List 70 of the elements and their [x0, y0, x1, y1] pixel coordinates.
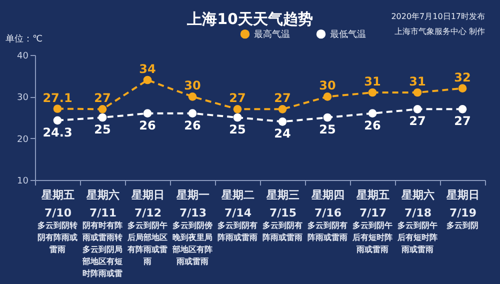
data-label: 27 — [409, 114, 426, 128]
x-tick-label: 星期四 7/16 — [310, 188, 344, 220]
data-label: 31 — [409, 74, 426, 88]
text: 多云到阴 — [446, 221, 478, 230]
x-tick-label: 星期六 7/11 — [86, 188, 120, 220]
point — [278, 104, 287, 114]
point — [233, 104, 242, 114]
y-tick-label: 40 — [17, 52, 29, 62]
x-tick-label: 星期五 7/17 — [356, 188, 390, 220]
text: 多云到阴午后有短时阵雨或雷雨 — [352, 221, 392, 254]
y-tick-label: 30 — [17, 93, 29, 104]
x-tick-label: 星期日 7/19 — [446, 188, 480, 220]
point — [143, 109, 152, 118]
data-label: 34 — [139, 62, 156, 76]
point — [278, 117, 287, 126]
text: 上海市气象服务中心 制作 — [394, 27, 485, 36]
text: 2020年7月10日17时发布 — [391, 12, 485, 21]
x-tick-label: 星期日 7/12 — [130, 188, 164, 220]
data-label: 26 — [139, 118, 156, 132]
text: 多云到阴有阵雨或雷雨 — [262, 221, 302, 242]
data-label: 30 — [184, 78, 201, 93]
data-label: 32 — [454, 70, 471, 84]
data-label: 31 — [364, 74, 381, 88]
chart-title: 上海10天天气趋势 — [186, 10, 313, 28]
data-label: 24.3 — [42, 125, 72, 140]
point — [413, 88, 422, 97]
point — [143, 76, 152, 84]
data-label: 24 — [274, 126, 291, 141]
legend-label: 最高气温 — [254, 29, 290, 40]
y-axis-title: 单位：℃ — [6, 34, 43, 44]
data-label: 27 — [94, 91, 111, 106]
data-label: 25 — [229, 122, 246, 136]
data-label: 27 — [454, 114, 471, 128]
text: 多云到阴转阴有阵雨或雷雨 — [38, 221, 78, 254]
data-label: 25 — [319, 122, 336, 136]
text: 多云到阴有阵雨或雷雨 — [308, 221, 348, 242]
data-label: 30 — [319, 78, 336, 93]
x-tick-label: 星期三 7/15 — [266, 188, 300, 220]
data-label: 27 — [274, 91, 291, 106]
legend-label: 最低气温 — [330, 29, 366, 40]
text: 多云到阴午后有短时阵雨或雷雨 — [396, 221, 438, 254]
point — [53, 104, 62, 113]
point — [323, 113, 332, 122]
point — [323, 92, 332, 101]
data-label: 27 — [229, 91, 246, 106]
data-label: 26 — [364, 118, 381, 132]
x-tick-label: 星期六 7/18 — [400, 188, 434, 220]
point — [188, 92, 197, 101]
point — [53, 116, 62, 125]
x-tick-label: 星期一 7/13 — [176, 188, 210, 220]
text: 阴有时有阵雨或雷雨转多云到阴局部地区有短时阵雨或雷 — [82, 221, 122, 278]
text: 多云到阴有阵雨或雷雨 — [218, 221, 258, 242]
data-label: 27.1 — [42, 90, 72, 105]
data-label: 25 — [94, 122, 111, 136]
x-tick-label: 星期二 7/14 — [220, 188, 254, 220]
point — [188, 109, 197, 118]
point — [458, 84, 467, 93]
point — [458, 104, 467, 114]
text: 多云到阴傍晚到夜里局部地区有阵雨或雷雨 — [172, 221, 212, 266]
point — [368, 109, 377, 118]
point — [413, 104, 422, 114]
point — [368, 88, 377, 97]
x-tick-label: 星期五 7/10 — [40, 188, 74, 220]
text: 多云到阴午后局部地区有阵雨或雷雨 — [126, 221, 168, 266]
y-tick-label: 10 — [17, 176, 29, 186]
point — [233, 113, 242, 122]
point — [98, 104, 107, 114]
y-tick-label: 20 — [17, 134, 29, 145]
data-label: 26 — [184, 118, 201, 132]
point — [98, 113, 107, 122]
